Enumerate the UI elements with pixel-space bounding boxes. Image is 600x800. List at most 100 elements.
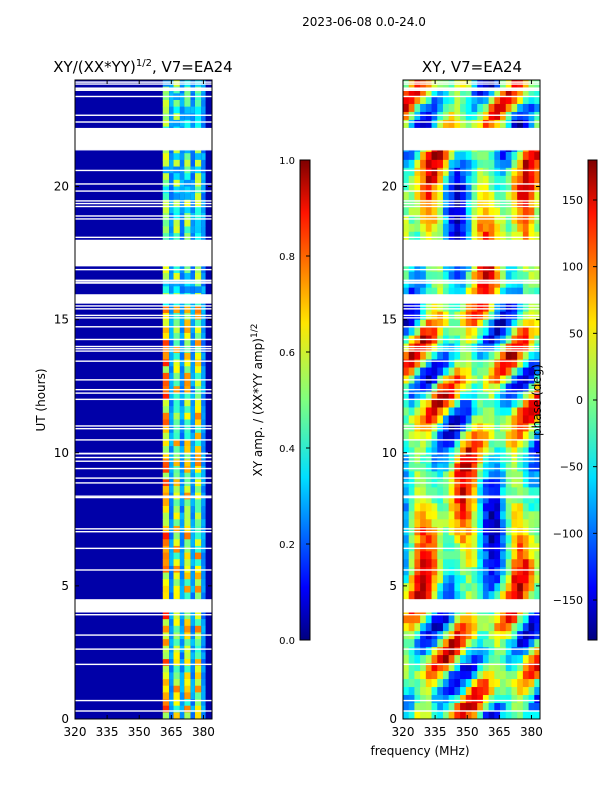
phase-cell [488, 583, 495, 592]
amp-cell [173, 173, 180, 181]
amp-cell [173, 326, 180, 334]
phase-cell [511, 495, 518, 504]
phase-cell [408, 695, 416, 704]
amp-cell [184, 106, 191, 114]
amp-cell [190, 372, 195, 381]
phase-cell [505, 471, 513, 480]
phase-cell [414, 351, 421, 361]
phase-cell [425, 279, 433, 289]
phase-cell [454, 407, 461, 417]
phase-cell [528, 679, 535, 688]
phase-cell [522, 583, 530, 592]
phase-cell [460, 583, 467, 592]
phase-flag-line [403, 452, 540, 455]
amp-cell [190, 379, 195, 387]
amp-cell [162, 559, 170, 567]
amp-cell [162, 193, 170, 201]
phase-cell [488, 479, 495, 488]
phase-flag-line [403, 169, 540, 172]
phase-cell [505, 559, 513, 568]
phase-cell [420, 223, 427, 233]
phase-cell [437, 439, 444, 449]
amp-cell [179, 319, 185, 327]
phase-cell [431, 471, 438, 480]
phase-cell [454, 351, 461, 361]
phase-cell [454, 615, 461, 624]
phase-cell [494, 471, 501, 480]
phase-cell [431, 231, 438, 241]
phase-cell [454, 695, 461, 704]
phase-cell [477, 263, 484, 273]
phase-cell [408, 687, 416, 696]
phase-cell [414, 447, 421, 457]
amp-cell [201, 612, 206, 620]
phase-cell [471, 495, 478, 504]
phase-cell [403, 215, 410, 225]
phase-cell [437, 519, 444, 528]
amp-flag-line [75, 200, 212, 202]
phase-cell [488, 575, 495, 584]
phase-cell [477, 519, 484, 528]
phase-cell [517, 215, 524, 225]
phase-cell [448, 279, 455, 289]
phase-cell [534, 359, 540, 369]
phase-cell [437, 167, 444, 177]
amp-cell [184, 625, 191, 634]
phase-cell [494, 559, 501, 568]
amp-ytick-label: 15 [54, 313, 69, 327]
amp-cell [173, 419, 180, 427]
phase-cell [460, 503, 467, 512]
amp-cell [184, 659, 191, 667]
amp-cell [184, 379, 191, 387]
phase-cell [488, 319, 495, 329]
phase-cell [528, 351, 535, 361]
phase-cell [448, 479, 455, 488]
phase-cell [414, 367, 421, 377]
phase-cell [442, 679, 450, 688]
phase-cell [437, 119, 444, 129]
amp-cell [179, 625, 185, 634]
phase-cell [471, 647, 478, 656]
phase-cell [505, 647, 513, 656]
amp-cell [179, 672, 185, 680]
amp-cell [162, 392, 170, 401]
phase-cell [500, 343, 507, 353]
phase-cell [448, 711, 455, 719]
phase-cell [431, 695, 438, 704]
amp-cell [162, 525, 170, 534]
phase-cell [460, 479, 467, 488]
phase-cell [460, 463, 467, 472]
amp-cell [201, 193, 206, 201]
amp-cell [201, 585, 206, 594]
phase-flag-line [403, 88, 540, 90]
amp-flag-line [75, 169, 212, 172]
amp-flag-line [75, 496, 212, 499]
phase-cell [408, 447, 416, 457]
phase-cell [460, 551, 467, 560]
phase-cell [534, 655, 540, 664]
amp-flag-line [75, 121, 212, 123]
phase-cell [500, 399, 507, 409]
phase-cell [528, 511, 535, 520]
phase-cell [454, 623, 461, 632]
amp-cell [169, 632, 174, 640]
phase-cell [442, 391, 450, 401]
phase-cell [471, 167, 478, 177]
phase-cell [505, 711, 513, 719]
phase-cell [403, 263, 410, 273]
phase-cell [437, 327, 444, 337]
amp-cell [184, 506, 191, 514]
amp-cell [194, 119, 202, 128]
phase-flag-line [403, 87, 540, 89]
phase-cell [408, 535, 416, 544]
phase-cell [482, 455, 490, 464]
amp-flag-line [75, 87, 212, 89]
amp-cell [190, 665, 195, 674]
phase-cell [437, 615, 444, 624]
phase-cell [494, 431, 501, 441]
amp-title: XY/(XX*YY)1/2, V7=EA24 [53, 58, 232, 76]
phase-cell [534, 287, 540, 297]
phase-cell [528, 503, 535, 512]
